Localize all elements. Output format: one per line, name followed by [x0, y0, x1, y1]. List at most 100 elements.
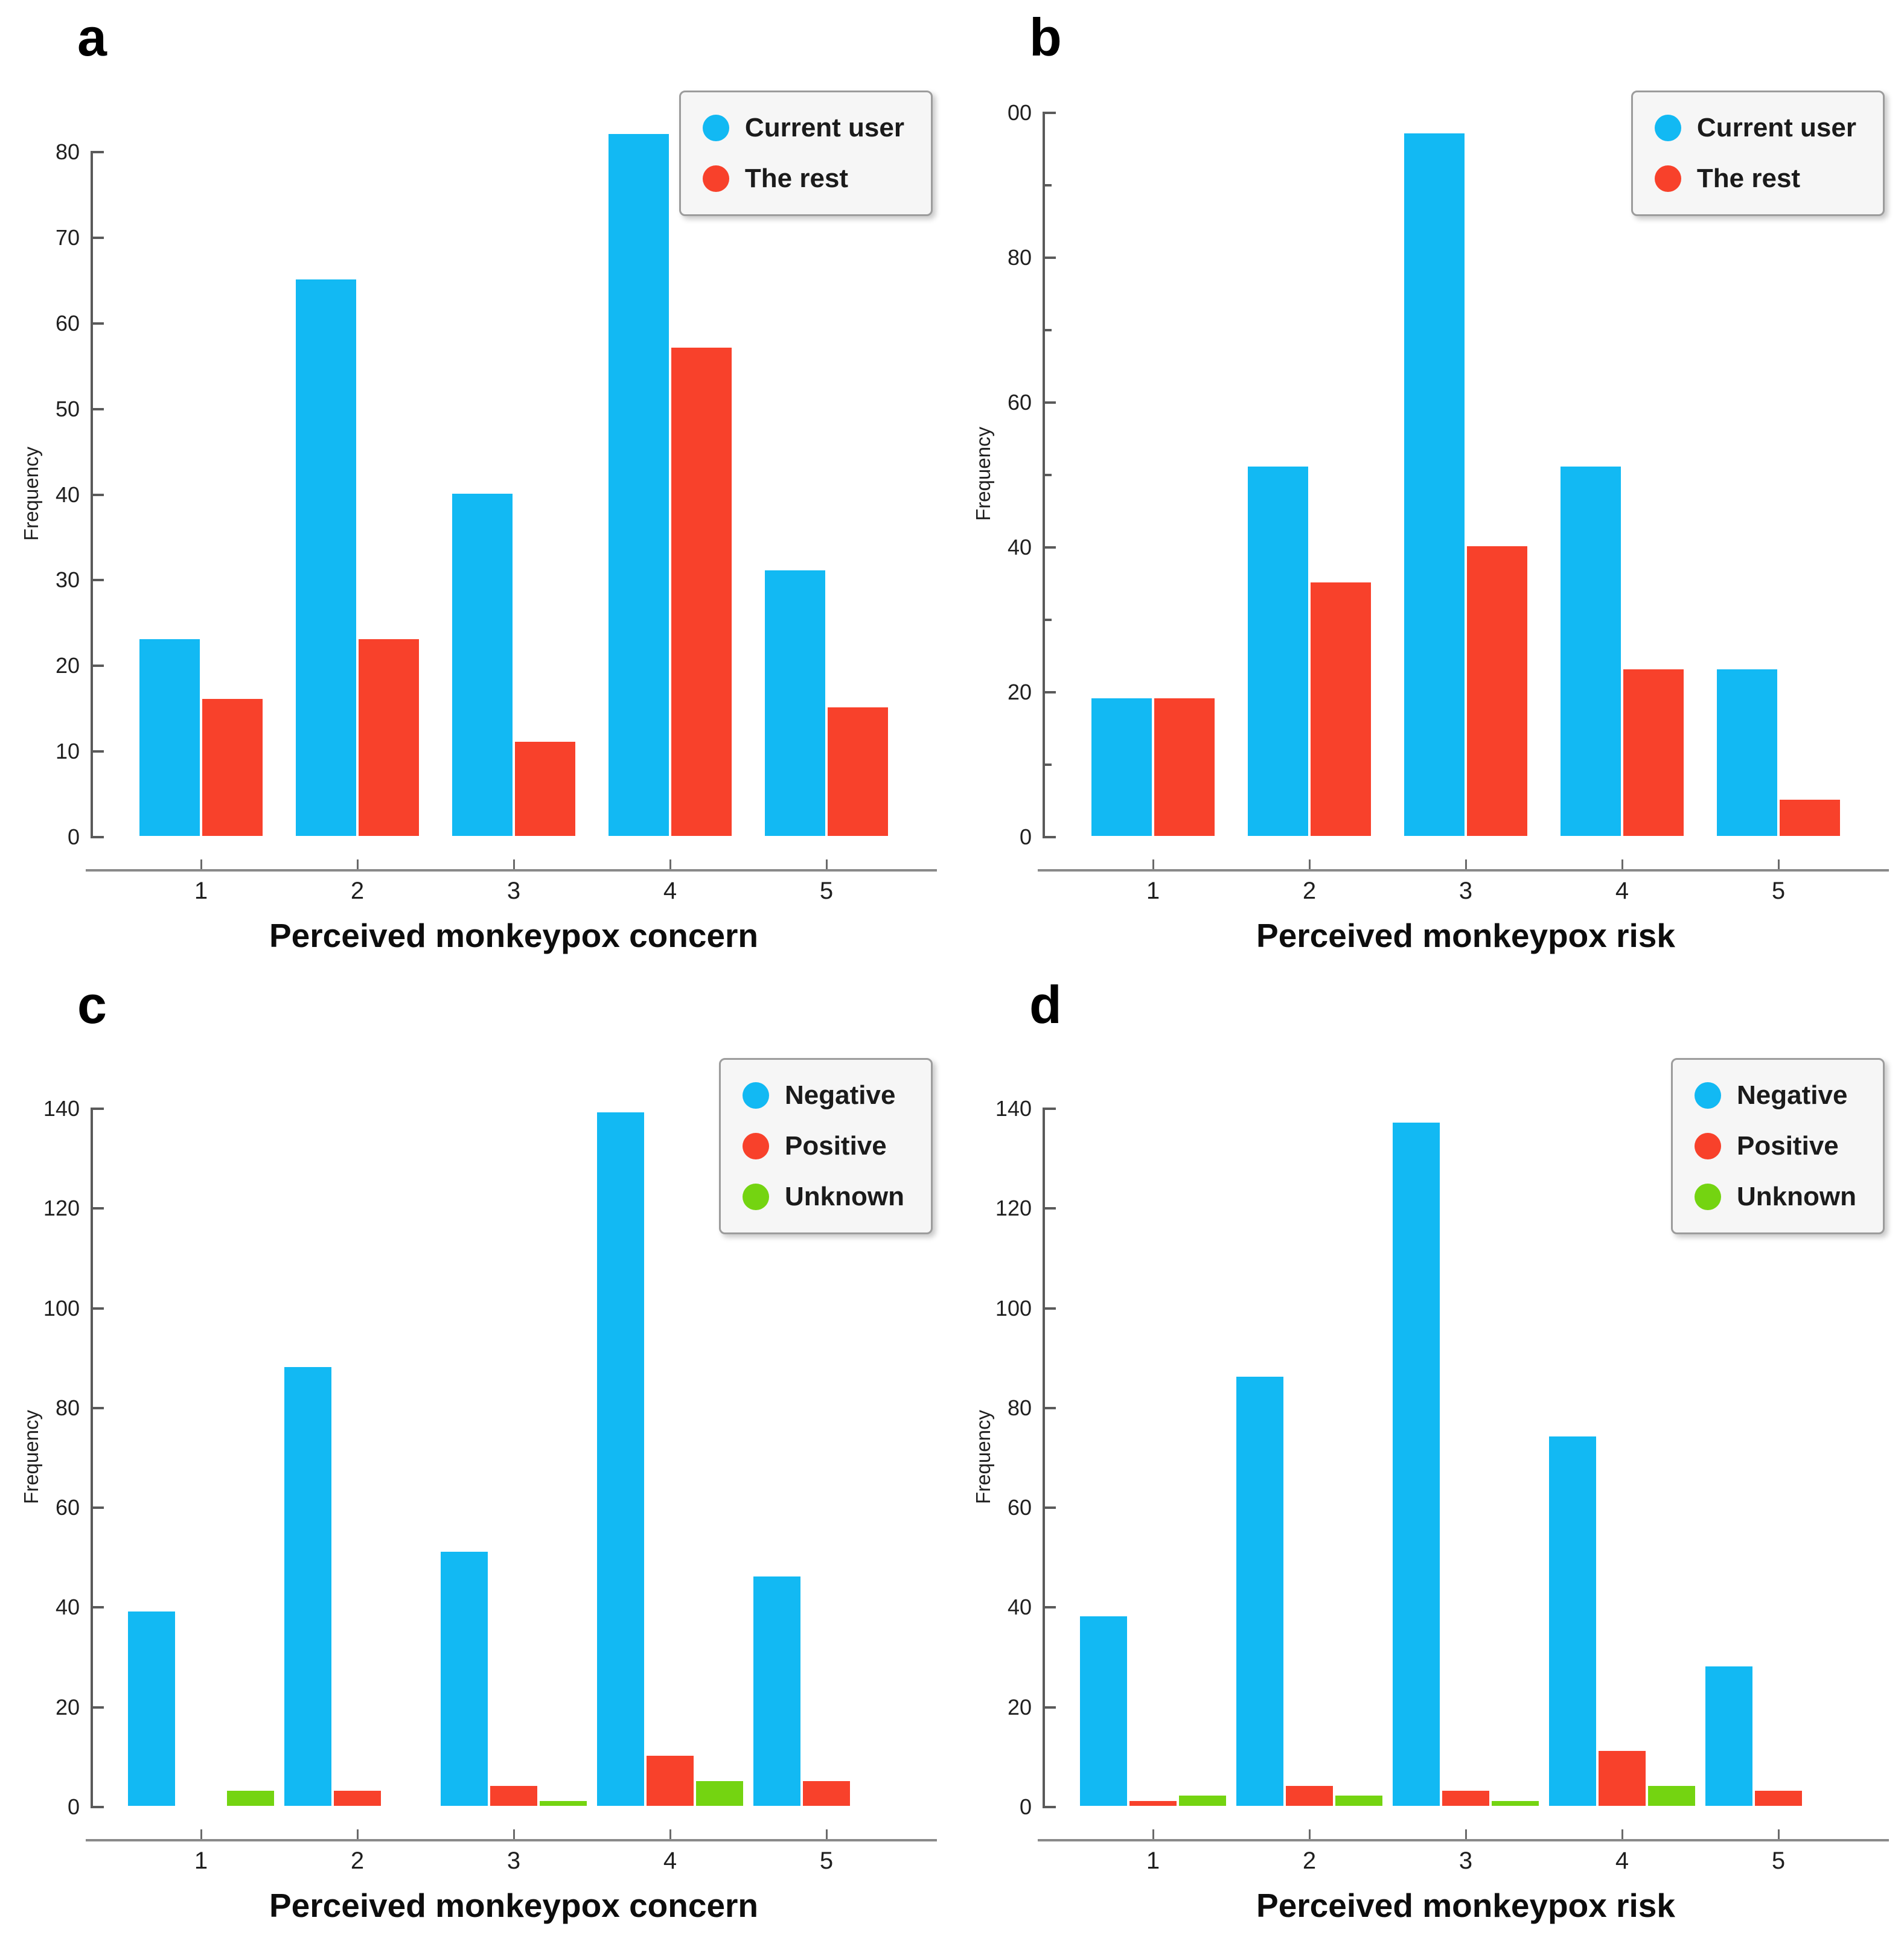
legend-label: Negative	[1737, 1080, 1848, 1110]
y-tick-major	[1045, 1606, 1056, 1609]
y-tick-major	[1045, 401, 1056, 404]
x-tick	[200, 859, 202, 869]
legend-item-the-rest: The rest	[1654, 164, 1856, 194]
legend-swatch-icon	[702, 115, 729, 141]
x-tick	[1309, 1829, 1311, 1839]
legend-swatch-icon	[1695, 1133, 1722, 1159]
legend-swatch-icon	[743, 1133, 770, 1159]
y-tick-label: 40	[1007, 535, 1032, 559]
x-axis-title: Perceived monkeypox risk	[1256, 917, 1675, 954]
x-tick	[669, 1829, 671, 1839]
x-tick	[1465, 1829, 1467, 1839]
bar-the-rest-cat3	[515, 741, 575, 836]
legend: Current user The rest	[679, 91, 933, 216]
bar-unknown-cat2	[1335, 1796, 1382, 1806]
x-tick-label: 4	[663, 878, 677, 904]
bar-current-user-cat5	[1717, 669, 1777, 836]
legend-swatch-icon	[743, 1184, 770, 1210]
y-tick-major	[1045, 1108, 1056, 1110]
y-tick-label: 60	[1007, 390, 1032, 415]
x-tick-label: 4	[1615, 878, 1629, 904]
x-tick	[669, 859, 671, 869]
bar-current-user-cat3	[1404, 133, 1465, 836]
bar-current-user-cat5	[765, 570, 825, 836]
y-axis-title: Frequency	[20, 1409, 42, 1504]
x-tick-label: 1	[1146, 1847, 1160, 1874]
y-tick-major	[93, 493, 104, 496]
x-tick	[357, 1829, 359, 1839]
y-tick-major	[1045, 1706, 1056, 1709]
legend-label: Positive	[785, 1131, 887, 1161]
x-tick	[1152, 859, 1154, 869]
y-tick-label: 60	[55, 310, 80, 336]
x-tick-label: 3	[1458, 878, 1473, 904]
x-tick	[1465, 859, 1467, 869]
legend-item-negative: Negative	[1695, 1080, 1856, 1111]
bar-positive-cat1	[1129, 1800, 1177, 1806]
x-axis-title: Perceived monkeypox concern	[269, 917, 759, 954]
bar-negative-cat5	[1705, 1666, 1752, 1806]
bar-positive-cat4	[647, 1756, 694, 1806]
x-tick	[513, 1829, 515, 1839]
bar-negative-cat3	[441, 1551, 488, 1806]
x-tick-label: 2	[350, 1847, 365, 1874]
y-tick-major	[93, 322, 104, 325]
legend: Negative Positive Unknown	[719, 1058, 933, 1234]
x-tick	[1778, 1829, 1780, 1839]
y-tick-label: 60	[55, 1495, 80, 1520]
y-tick-label: 80	[55, 139, 80, 164]
bar-negative-cat2	[284, 1366, 331, 1806]
y-tick-major	[93, 236, 104, 239]
y-tick-label: 10	[55, 739, 80, 764]
y-tick-label: 60	[1007, 1495, 1032, 1520]
y-axis-spine	[1043, 112, 1045, 838]
legend-label: Current user	[744, 113, 904, 142]
bar-the-rest-cat1	[1154, 698, 1215, 836]
bar-unknown-cat1	[227, 1791, 274, 1806]
y-tick-label: 100	[995, 1295, 1032, 1321]
y-tick-major	[1045, 257, 1056, 259]
legend-item-negative: Negative	[743, 1080, 904, 1111]
y-axis-spine	[91, 151, 93, 838]
legend-swatch-icon	[1695, 1184, 1722, 1210]
y-tick-label: 50	[55, 396, 80, 421]
bar-current-user-cat1	[1091, 698, 1152, 836]
legend-label: The rest	[744, 164, 849, 193]
panel-letter-b: b	[1029, 7, 1062, 67]
legend-item-positive: Positive	[743, 1131, 904, 1161]
y-tick-major	[93, 1706, 104, 1709]
x-tick-label: 5	[1771, 1847, 1786, 1874]
y-tick-label: 20	[55, 1694, 80, 1720]
y-tick-minor	[1045, 184, 1052, 186]
bar-unknown-cat1	[1179, 1796, 1226, 1806]
x-tick-label: 2	[1302, 1847, 1317, 1874]
y-tick-major	[1045, 1307, 1056, 1310]
y-tick-label: 100	[43, 1295, 80, 1321]
y-tick-label: 40	[55, 1595, 80, 1620]
y-tick-major	[1045, 1806, 1056, 1808]
y-tick-label: 120	[43, 1196, 80, 1221]
legend-label: Unknown	[1737, 1182, 1856, 1211]
bar-current-user-cat3	[452, 493, 513, 836]
y-tick-minor	[1045, 619, 1052, 621]
bar-positive-cat2	[1286, 1785, 1333, 1806]
y-tick-label: 80	[1007, 245, 1032, 270]
y-tick-major	[93, 665, 104, 668]
x-axis-title: Perceived monkeypox concern	[269, 1887, 759, 1924]
y-tick-major	[1045, 691, 1056, 693]
y-tick-label: 30	[55, 567, 80, 593]
x-tick	[1621, 1829, 1623, 1839]
y-tick-label: 40	[1007, 1595, 1032, 1620]
y-tick-label: 40	[55, 482, 80, 507]
y-tick-major	[93, 750, 104, 753]
y-tick-major	[1045, 1207, 1056, 1210]
legend-label: Unknown	[785, 1182, 904, 1211]
y-axis-title: Frequency	[972, 1409, 994, 1504]
bar-the-rest-cat4	[671, 348, 732, 836]
x-tick	[1309, 859, 1311, 869]
y-tick-major	[1045, 1406, 1056, 1409]
y-tick-major	[93, 1406, 104, 1409]
y-tick-label: 140	[43, 1096, 80, 1121]
bar-current-user-cat2	[296, 279, 356, 836]
y-tick-major	[93, 1506, 104, 1509]
